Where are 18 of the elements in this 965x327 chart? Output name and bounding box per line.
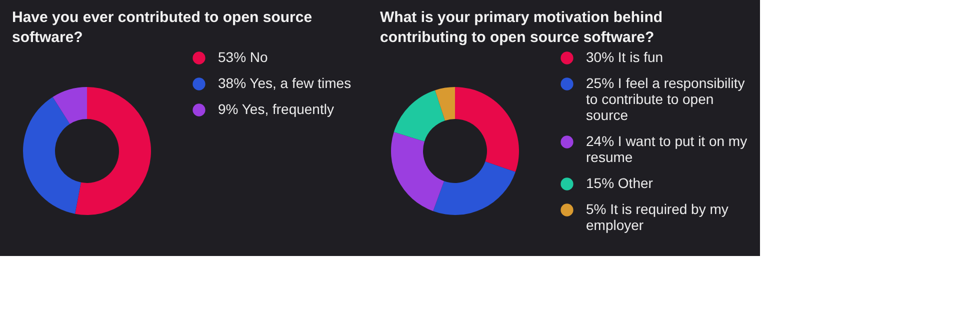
legend-label: 24% I want to put it on my resume [586, 133, 748, 165]
chart-title: What is your primary motivation behind contributing to open source software? [380, 9, 663, 46]
donut-slice [394, 90, 446, 142]
legend-label: 38% Yes, a few times [218, 75, 352, 91]
legend-label: 25% I feel a responsibility to contribute to open source [586, 75, 745, 123]
donut-slice [52, 87, 87, 124]
donut-slice [435, 87, 455, 121]
legend-label: 9% Yes, frequently [218, 101, 334, 117]
donut-slice [455, 87, 519, 172]
donut-slice [433, 161, 516, 215]
legend-label: 15% Other [586, 175, 654, 191]
chart-title: Have you ever contributed to open source software? [12, 9, 312, 46]
legend-label: 5% It is required by my employer [586, 201, 728, 233]
donut-slice [23, 96, 82, 214]
donut-slice [75, 87, 151, 215]
donut-slice [391, 132, 444, 212]
legend-label: 30% It is fun [586, 49, 664, 65]
legend-label: 53% No [218, 49, 268, 65]
